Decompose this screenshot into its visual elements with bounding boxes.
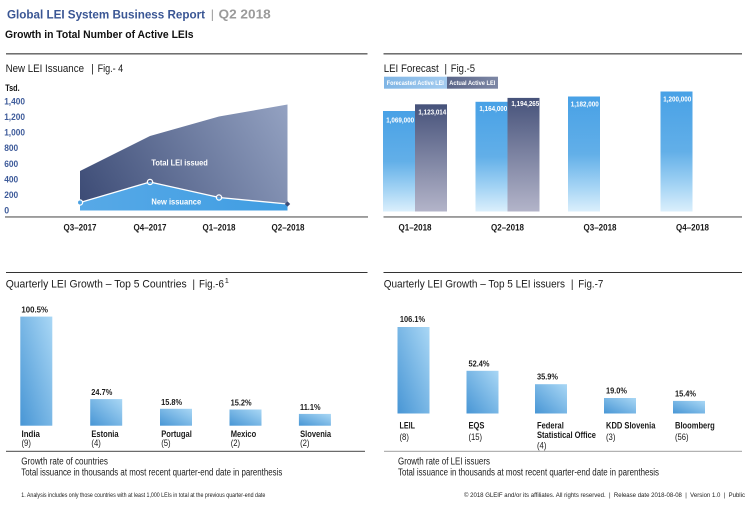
svg-text:1,164,000: 1,164,000: [479, 104, 507, 113]
svg-text:|: |: [444, 63, 447, 75]
svg-text:1. Analysis includes only thos: 1. Analysis includes only those countrie…: [21, 492, 265, 499]
svg-text:|: |: [211, 7, 214, 21]
svg-text:11.1%: 11.1%: [300, 403, 321, 412]
svg-text:New issuance: New issuance: [151, 196, 201, 206]
svg-text:1,069,000: 1,069,000: [386, 116, 414, 125]
svg-text:19.0%: 19.0%: [606, 387, 627, 396]
svg-text:1,182,000: 1,182,000: [571, 99, 599, 108]
svg-text:(9): (9): [22, 438, 31, 448]
svg-text:Q4–2017: Q4–2017: [134, 222, 167, 232]
svg-text:Total LEI issued: Total LEI issued: [151, 158, 207, 168]
svg-text:Fig.- 4: Fig.- 4: [98, 63, 124, 75]
svg-text:1,194,265: 1,194,265: [511, 99, 539, 108]
svg-text:Q1–2018: Q1–2018: [203, 222, 236, 232]
svg-text:52.4%: 52.4%: [469, 359, 490, 368]
svg-text:Fig.-5: Fig.-5: [451, 63, 475, 75]
svg-text:Fig.-6: Fig.-6: [199, 279, 224, 291]
svg-text:0: 0: [4, 206, 9, 216]
svg-text:(15): (15): [469, 432, 483, 442]
svg-text:(5): (5): [161, 438, 170, 448]
svg-text:1,400: 1,400: [4, 96, 25, 106]
svg-text:15.2%: 15.2%: [231, 399, 252, 408]
svg-text:(56): (56): [675, 432, 689, 442]
svg-text:Q2 2018: Q2 2018: [219, 6, 271, 21]
svg-text:|: |: [91, 63, 94, 75]
svg-text:India: India: [22, 429, 41, 439]
svg-text:Q2–2018: Q2–2018: [272, 222, 305, 232]
svg-text:Growth in Total Number of Acti: Growth in Total Number of Active LEIs: [5, 29, 194, 41]
svg-text:Total issuance in thousands at: Total issuance in thousands at most rece…: [21, 467, 282, 478]
svg-text:35.9%: 35.9%: [537, 373, 558, 382]
svg-text:Federal: Federal: [537, 421, 564, 431]
svg-text:© 2018 GLEIF and/or its affili: © 2018 GLEIF and/or its affiliates. All …: [464, 491, 746, 499]
svg-text:Growth rate of LEI issuers: Growth rate of LEI issuers: [398, 457, 490, 468]
svg-text:Statistical Office: Statistical Office: [537, 430, 596, 440]
svg-text:KDD Slovenia: KDD Slovenia: [606, 421, 656, 431]
svg-text:24.7%: 24.7%: [91, 388, 112, 397]
svg-text:Total issuance in thousands at: Total issuance in thousands at most rece…: [398, 467, 659, 478]
svg-text:EQS: EQS: [469, 421, 485, 431]
svg-text:15.8%: 15.8%: [161, 398, 182, 407]
svg-text:(4): (4): [537, 440, 546, 450]
svg-text:1,000: 1,000: [4, 128, 25, 138]
svg-text:1,200: 1,200: [4, 112, 25, 122]
svg-text:Quarterly LEI Growth – Top 5 C: Quarterly LEI Growth – Top 5 Countries: [6, 279, 187, 291]
svg-text:Forecasted Active LEI: Forecasted Active LEI: [387, 80, 444, 87]
svg-text:Growth rate of countries: Growth rate of countries: [21, 457, 108, 468]
svg-text:(2): (2): [300, 438, 309, 448]
svg-text:New LEI Issuance: New LEI Issuance: [6, 63, 84, 75]
svg-text:Q2–2018: Q2–2018: [491, 222, 524, 232]
svg-text:15.4%: 15.4%: [675, 389, 696, 398]
svg-text:|: |: [571, 279, 574, 291]
svg-text:Estonia: Estonia: [91, 429, 119, 439]
svg-text:Q1–2018: Q1–2018: [399, 222, 432, 232]
svg-text:(2): (2): [231, 438, 240, 448]
svg-text:200: 200: [4, 190, 18, 200]
svg-text:LEIL: LEIL: [400, 421, 416, 431]
svg-text:(4): (4): [91, 438, 100, 448]
svg-text:Q4–2018: Q4–2018: [676, 222, 709, 232]
svg-text:Actual Active LEI: Actual Active LEI: [449, 80, 495, 87]
svg-text:Slovenia: Slovenia: [300, 429, 332, 439]
svg-text:LEI Forecast: LEI Forecast: [384, 63, 440, 75]
svg-text:1,200,000: 1,200,000: [663, 94, 691, 103]
svg-text:|: |: [192, 279, 195, 291]
svg-text:Tsd.: Tsd.: [5, 83, 19, 93]
svg-text:Global LEI System Business Rep: Global LEI System Business Report: [7, 7, 205, 21]
svg-text:Q3–2017: Q3–2017: [64, 222, 97, 232]
svg-text:Q3–2018: Q3–2018: [584, 222, 617, 232]
svg-text:Fig.-7: Fig.-7: [578, 279, 603, 291]
svg-text:800: 800: [4, 143, 18, 153]
svg-text:1,123,014: 1,123,014: [418, 107, 447, 116]
svg-text:100.5%: 100.5%: [21, 306, 48, 315]
svg-text:1: 1: [225, 276, 229, 285]
svg-text:(8): (8): [400, 432, 409, 442]
svg-text:Mexico: Mexico: [231, 429, 257, 439]
svg-text:600: 600: [4, 159, 18, 169]
svg-text:Quarterly LEI Growth – Top 5 L: Quarterly LEI Growth – Top 5 LEI issuers: [384, 279, 566, 291]
svg-text:Portugal: Portugal: [161, 429, 192, 439]
svg-text:(3): (3): [606, 432, 615, 442]
svg-text:400: 400: [4, 174, 18, 184]
svg-text:106.1%: 106.1%: [400, 315, 425, 324]
svg-text:Bloomberg: Bloomberg: [675, 421, 715, 431]
